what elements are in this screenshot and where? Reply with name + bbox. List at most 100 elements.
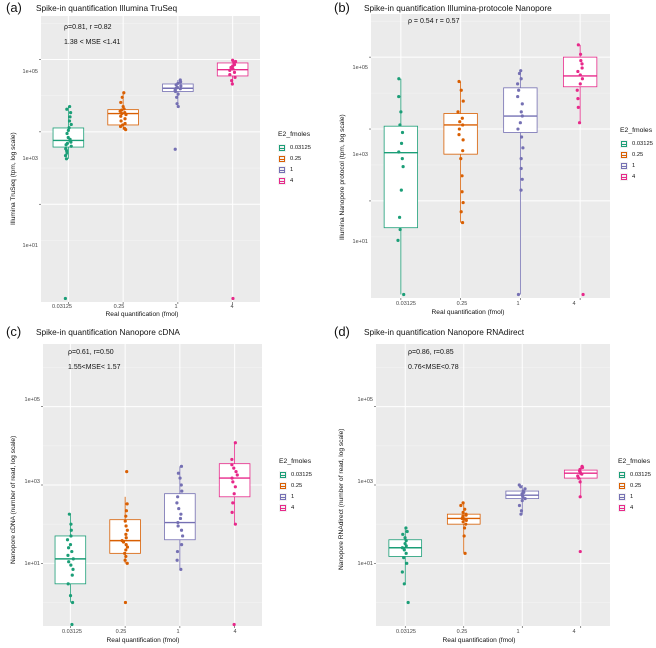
data-point: [232, 492, 236, 496]
data-point: [397, 215, 402, 219]
legend-a-title: E2_fmoles: [278, 131, 311, 138]
data-point: [577, 121, 582, 125]
panel-d-xtick-4: 4: [572, 629, 576, 635]
data-point: [119, 114, 123, 118]
data-point: [519, 110, 523, 114]
data-point: [580, 62, 584, 66]
data-point: [228, 73, 232, 77]
data-point: [405, 529, 409, 534]
panel-b-xtick-2: 0.25: [456, 301, 468, 307]
panel-a-ytick-1: 1e+01: [22, 243, 38, 249]
panel-c-ytick-1: 1e+01: [24, 561, 40, 567]
data-point: [121, 123, 125, 127]
legend-b-text: 0.03125: [632, 141, 653, 147]
data-point: [576, 97, 580, 101]
data-point: [459, 157, 463, 161]
data-point: [404, 539, 408, 543]
data-point: [123, 600, 128, 605]
legend-c-text: 0.25: [291, 483, 303, 489]
data-point: [178, 476, 182, 480]
data-point: [459, 503, 463, 508]
data-point: [578, 82, 582, 86]
data-point: [68, 104, 72, 109]
data-point: [578, 480, 582, 484]
data-point: [234, 469, 238, 474]
data-point: [230, 476, 234, 480]
panel-d-xtick-2: 0.25: [456, 629, 468, 635]
data-point: [121, 104, 125, 109]
box-iqr: [383, 125, 419, 229]
panel-b-xtick-1: 0.03125: [396, 301, 416, 307]
data-point: [124, 543, 128, 547]
data-point: [576, 105, 580, 109]
data-point: [461, 138, 465, 142]
data-point: [523, 496, 527, 501]
data-point: [70, 573, 74, 577]
legend-a-key: [278, 166, 286, 174]
data-point: [173, 147, 177, 151]
data-point: [122, 91, 126, 95]
legend-c-title: E2_fmoles: [279, 458, 312, 465]
data-point: [233, 59, 238, 64]
data-point: [66, 553, 70, 557]
box-iqr: [503, 87, 538, 133]
panel-c-x-axis-label: Real quantification (fmol): [106, 637, 180, 644]
data-point: [516, 292, 521, 297]
legend-c-text: 1: [291, 494, 295, 500]
data-point: [123, 121, 127, 126]
panel-d-stat-2: 0.76<MSE<0.78: [408, 364, 459, 371]
data-point: [120, 108, 124, 112]
data-point: [228, 68, 232, 72]
data-point: [516, 127, 520, 131]
data-point: [64, 157, 69, 161]
data-point: [68, 594, 73, 598]
data-point: [125, 528, 129, 532]
panel-c-ytick-3: 1e+05: [24, 397, 40, 403]
panel-c-label: (c): [6, 324, 22, 339]
panel-b-ytick-2: 1e+03: [352, 152, 368, 158]
data-point: [233, 485, 237, 489]
data-point: [69, 522, 73, 526]
data-point: [517, 483, 521, 487]
data-point: [576, 43, 580, 47]
legend-c-key: [279, 482, 287, 490]
data-point: [460, 190, 464, 194]
panel-d-title: Spike-in quantification Nanopore RNAdire…: [364, 327, 525, 337]
data-point: [521, 146, 525, 150]
data-point: [578, 52, 583, 56]
data-point: [124, 514, 128, 518]
data-point: [461, 99, 465, 103]
data-point: [464, 512, 468, 516]
data-point: [70, 549, 74, 554]
legend-c-text: 4: [291, 505, 295, 511]
data-point: [231, 296, 235, 301]
data-point: [460, 116, 464, 120]
data-point: [519, 77, 523, 81]
legend-c-key: [279, 471, 287, 479]
data-point: [580, 77, 584, 81]
data-point: [520, 102, 524, 106]
legend-d-key: [618, 482, 626, 490]
data-point: [69, 144, 73, 148]
data-point: [404, 526, 408, 530]
data-point: [176, 92, 180, 96]
panel-a-x-axis-label: Real quantification (fmol): [105, 311, 179, 318]
data-point: [66, 135, 70, 140]
data-point: [69, 111, 73, 115]
panel-b-xtick-3: 1: [516, 301, 520, 307]
data-point: [517, 71, 522, 76]
chart-d-plot: [374, 344, 610, 628]
data-point: [401, 165, 405, 169]
data-point: [66, 546, 71, 550]
data-point: [461, 200, 465, 205]
data-point: [399, 110, 403, 114]
legend-b-key: [620, 151, 628, 159]
panel-c-title: Spike-in quantification Nanopore cDNA: [36, 327, 180, 337]
data-point: [580, 464, 584, 468]
data-point: [517, 88, 521, 92]
data-point: [230, 82, 234, 86]
legend-a-key: [278, 155, 286, 163]
chart-c-plot: [41, 344, 262, 628]
panel-c-xtick-4: 4: [233, 629, 237, 635]
data-point: [399, 188, 403, 192]
